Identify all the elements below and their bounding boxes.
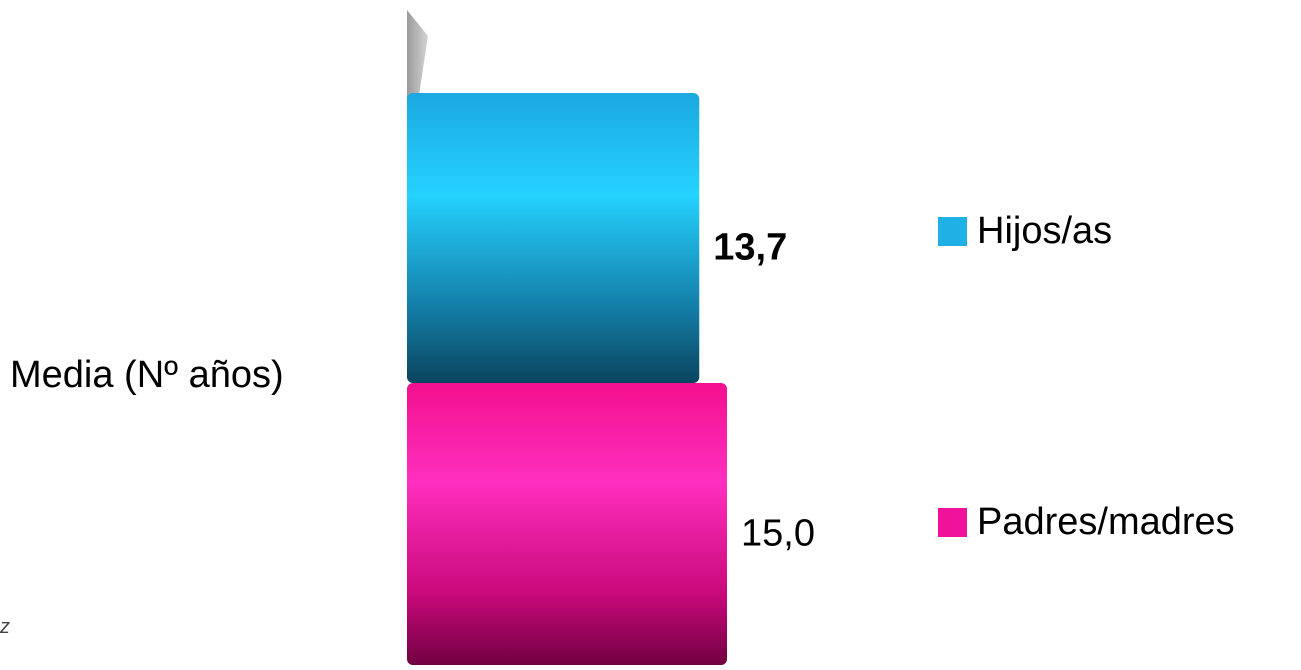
legend-label-padres: Padres/madres bbox=[977, 501, 1235, 543]
legend-item-padres: Padres/madres bbox=[938, 503, 1235, 541]
category-label: Media (Nº años) bbox=[10, 354, 284, 396]
legend-swatch-padres bbox=[938, 507, 967, 537]
bar-0 bbox=[407, 93, 700, 383]
value-labels-group: 13,7 15,0 bbox=[713, 227, 815, 555]
legend-item-hijos: Hijos/as bbox=[938, 212, 1112, 250]
bar-1 bbox=[407, 383, 727, 665]
legend: Hijos/as Padres/madres bbox=[938, 0, 1298, 670]
corner-mark: z bbox=[0, 616, 10, 638]
legend-label-hijos: Hijos/as bbox=[977, 210, 1113, 252]
bars-group bbox=[407, 93, 727, 665]
value-label-1: 15,0 bbox=[741, 512, 815, 554]
legend-swatch-hijos bbox=[938, 216, 967, 246]
value-label-0: 13,7 bbox=[713, 227, 787, 269]
axis-floor-shadow bbox=[407, 10, 428, 100]
